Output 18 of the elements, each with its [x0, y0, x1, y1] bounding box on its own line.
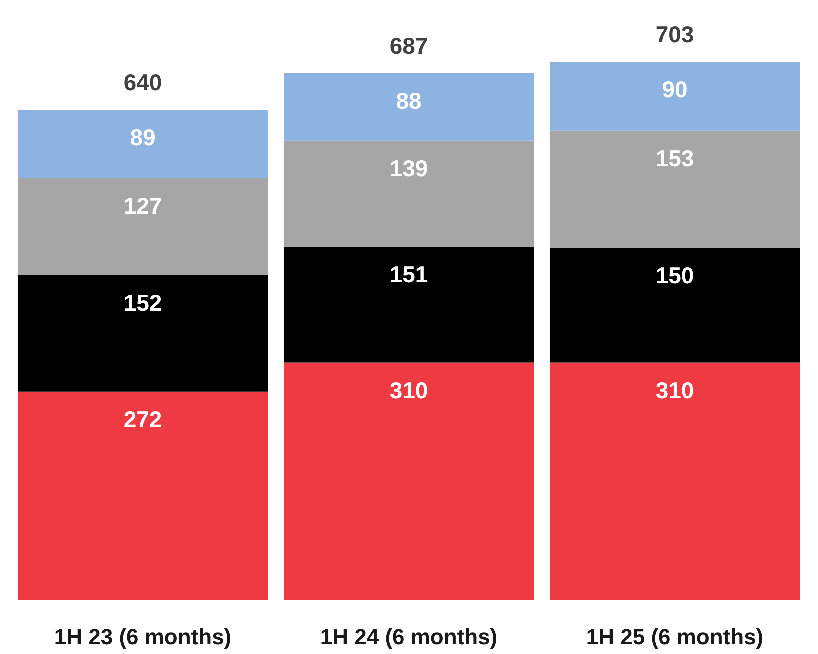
x-tick-label: 1H 23 (6 months) — [54, 624, 232, 650]
data-label: 89 — [130, 124, 156, 151]
data-label: 127 — [124, 192, 162, 219]
data-label: 151 — [390, 262, 428, 288]
x-tick-label: 1H 24 (6 months) — [320, 624, 498, 650]
data-label: 152 — [124, 290, 162, 316]
x-tick-label: 1H 25 (6 months) — [586, 624, 764, 650]
total-label: 640 — [124, 70, 162, 96]
data-label: 310 — [656, 377, 694, 404]
data-label: 139 — [390, 155, 428, 182]
total-label: 687 — [390, 32, 428, 59]
total-label: 703 — [656, 22, 694, 48]
data-label: 153 — [656, 145, 694, 172]
data-label: 90 — [662, 76, 688, 102]
data-label: 88 — [396, 88, 422, 114]
data-label: 272 — [124, 406, 162, 432]
data-label: 150 — [656, 262, 694, 288]
data-label: 310 — [390, 377, 428, 404]
